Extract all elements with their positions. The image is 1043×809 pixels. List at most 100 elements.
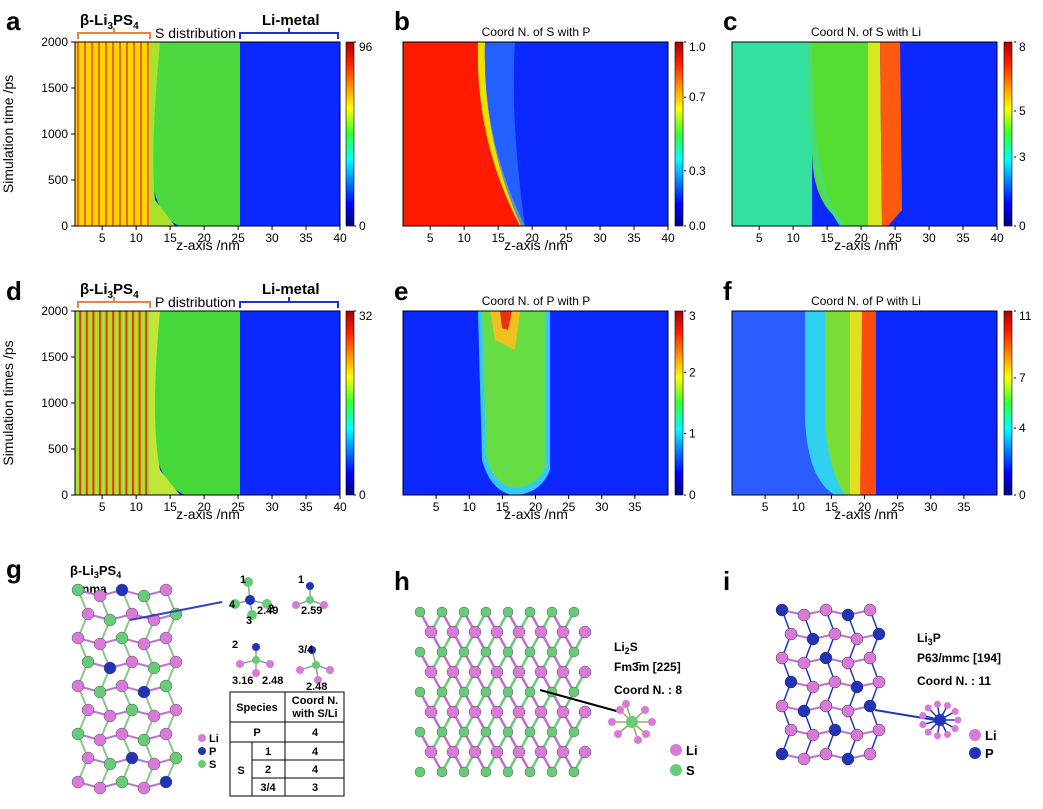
svg-text:3/4: 3/4 xyxy=(298,644,314,656)
atom xyxy=(784,723,798,737)
atom xyxy=(850,728,864,742)
panel-g-structure: β-Li3PS4 Pnma 1 4 2 3 xyxy=(70,563,345,797)
atom xyxy=(578,665,592,679)
ytick-label: 500 xyxy=(48,173,68,187)
atom xyxy=(436,726,448,738)
xtick-label: 15 xyxy=(825,500,839,514)
atom xyxy=(414,726,426,738)
atom xyxy=(819,603,833,617)
atom xyxy=(169,655,183,669)
svg-text:3/4: 3/4 xyxy=(260,782,276,794)
atom xyxy=(424,705,438,719)
atom xyxy=(468,745,482,759)
colorbar-f xyxy=(1003,310,1013,496)
atom xyxy=(512,665,526,679)
svg-text:2: 2 xyxy=(268,603,274,615)
label-p-distribution: P distribution xyxy=(155,294,236,310)
atom xyxy=(784,627,798,641)
crystal-li3ps4 xyxy=(71,583,183,795)
colorbar-tick-label: 0 xyxy=(1019,219,1026,233)
colorbar-e xyxy=(674,310,684,496)
xtick-label: 10 xyxy=(129,231,143,245)
svg-text:2.59: 2.59 xyxy=(301,605,322,617)
xtick-label: 10 xyxy=(463,500,477,514)
atom xyxy=(556,625,570,639)
atom xyxy=(863,699,877,713)
colorbar-d xyxy=(345,310,355,496)
ytick-label: 0 xyxy=(61,219,68,233)
atom xyxy=(512,745,526,759)
chart-d: β-Li3PS4 P distribution Li-metal Simulat… xyxy=(0,281,373,522)
svg-text:Li: Li xyxy=(985,728,997,743)
atom xyxy=(524,606,536,618)
svg-text:P: P xyxy=(985,746,994,761)
xtick-label: 5 xyxy=(427,231,434,245)
atom xyxy=(424,745,438,759)
title-f: Coord N. of P with Li xyxy=(811,294,921,308)
title-e: Coord N. of P with P xyxy=(482,294,591,308)
atom xyxy=(458,686,470,698)
atom xyxy=(115,631,129,645)
atom xyxy=(137,589,151,603)
table-header-coord: Coord N. xyxy=(292,695,338,707)
atom xyxy=(103,709,117,723)
atom xyxy=(480,686,492,698)
yticks-d: 0 500 1000 1500 2000 xyxy=(41,304,75,502)
crystal-li2s xyxy=(414,606,592,778)
svg-text:4: 4 xyxy=(229,599,236,611)
colorbar-c xyxy=(1003,41,1013,227)
xlabel-b: z-axis /nm xyxy=(504,237,568,253)
svg-text:1: 1 xyxy=(265,746,271,758)
colorbar-tick-label: 0 xyxy=(359,488,366,502)
atom xyxy=(819,699,833,713)
atom xyxy=(872,627,886,641)
atom xyxy=(424,665,438,679)
atom xyxy=(863,603,877,617)
atom xyxy=(147,757,161,771)
i-formula: Li3P xyxy=(917,631,941,647)
ytick-label: 1000 xyxy=(41,127,68,141)
xtick-label: 10 xyxy=(792,500,806,514)
svg-text:S: S xyxy=(686,763,695,778)
region-sulfur-crystal xyxy=(75,42,153,226)
bracket-crystal-a xyxy=(77,28,151,39)
xtick-label: 25 xyxy=(891,500,905,514)
panel-letter-b: b xyxy=(394,6,410,36)
ytick-label: 1500 xyxy=(41,350,68,364)
atom xyxy=(93,637,107,651)
atom xyxy=(446,745,460,759)
colorbar-tick-label: 4 xyxy=(1019,421,1026,435)
atom xyxy=(502,606,514,618)
atom xyxy=(458,646,470,658)
atom xyxy=(502,686,514,698)
pointer-arrow-i xyxy=(874,709,936,721)
svg-text:S: S xyxy=(209,759,216,771)
atom xyxy=(103,661,117,675)
region-s-diffusion xyxy=(150,42,240,226)
panel-letter-h: h xyxy=(394,566,410,596)
atom xyxy=(797,704,811,718)
ylabel-a: Simulation time /ps xyxy=(0,75,16,193)
atom xyxy=(524,646,536,658)
colorbar-tick-label: 2 xyxy=(689,365,696,379)
svg-text:P: P xyxy=(209,746,216,758)
panel-i-structure: Li3P P63/mmc [194] Coord N. : 11 Li P xyxy=(775,603,1001,766)
xtick-label: 35 xyxy=(956,231,970,245)
xtick-label: 40 xyxy=(333,231,347,245)
xticks-b: 5 10 15 20 25 30 35 40 xyxy=(427,226,675,245)
xtick-label: 25 xyxy=(888,231,902,245)
atom xyxy=(775,651,789,665)
atom xyxy=(951,725,959,733)
colorbar-tick-label: 0 xyxy=(359,219,366,233)
atom xyxy=(924,728,932,736)
svg-text:P: P xyxy=(253,727,260,739)
atom xyxy=(502,646,514,658)
atom xyxy=(841,752,855,766)
xtick-label: 35 xyxy=(628,500,642,514)
ytick-label: 0 xyxy=(61,488,68,502)
coord-table: Species Coord N. with S/Li P 4 S 1 4 2 4… xyxy=(229,691,345,797)
atom xyxy=(512,705,526,719)
atom xyxy=(933,732,941,740)
atom xyxy=(81,607,95,621)
chart-f: Coord N. of P with Li z-axis /nm 5 10 15 20… xyxy=(731,294,1032,522)
